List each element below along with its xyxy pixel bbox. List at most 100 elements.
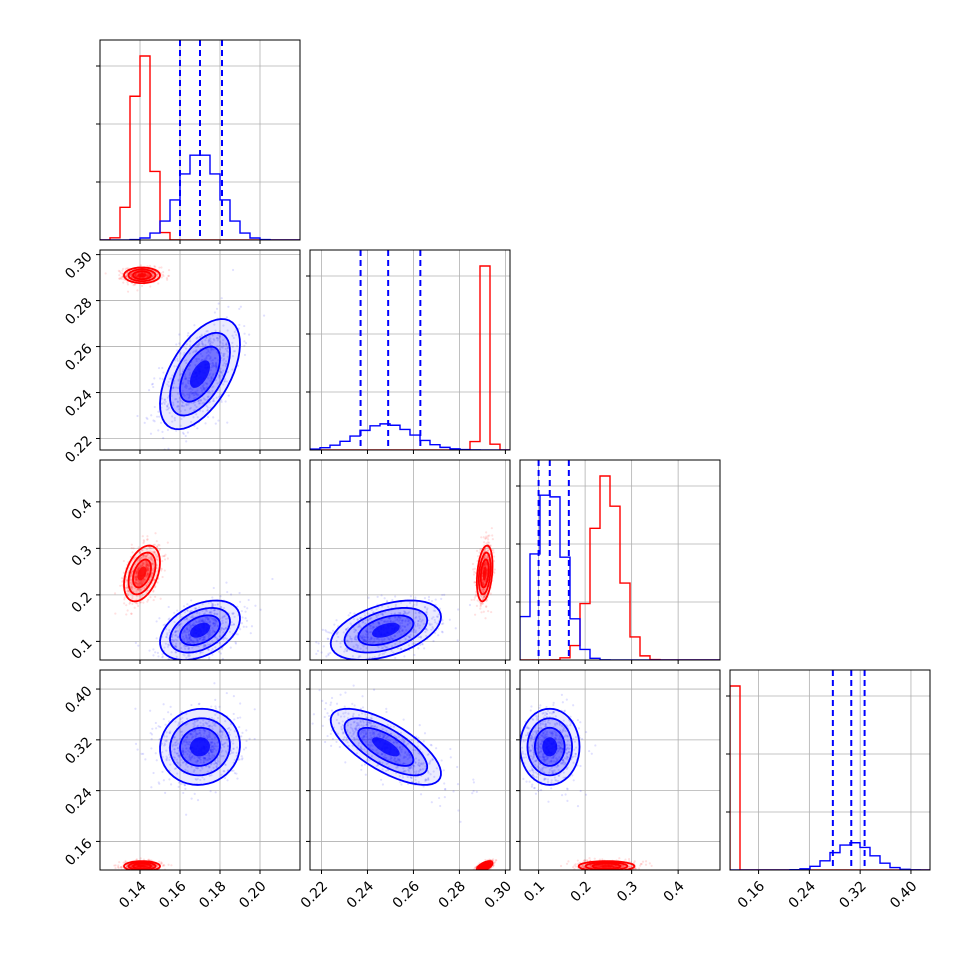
- sample-point: [134, 273, 137, 276]
- sample-point: [391, 637, 394, 640]
- sample-point: [394, 642, 397, 646]
- sample-point: [199, 651, 202, 654]
- sample-point: [404, 637, 407, 640]
- sample-point: [166, 633, 169, 636]
- sample-point: [485, 542, 488, 545]
- contour-line-2: [179, 345, 221, 403]
- sample-point: [207, 339, 210, 343]
- sample-point: [145, 584, 148, 587]
- sample-point: [137, 559, 140, 562]
- sample-point: [211, 334, 214, 337]
- sample-point: [359, 626, 362, 629]
- sample-point: [259, 608, 262, 611]
- sample-point: [135, 601, 138, 605]
- sample-point: [215, 363, 218, 366]
- sample-point: [204, 609, 207, 612]
- sample-point: [366, 636, 370, 639]
- sample-point: [206, 736, 209, 739]
- sample-point: [181, 389, 184, 392]
- sample-point: [373, 655, 376, 659]
- sample-point: [130, 275, 133, 278]
- sample-point: [241, 757, 244, 760]
- sample-point: [161, 770, 164, 773]
- sample-point: [152, 654, 155, 657]
- sample-point: [158, 664, 160, 666]
- sample-point: [146, 273, 150, 277]
- sample-point: [400, 633, 403, 636]
- sample-point: [186, 368, 190, 371]
- sample-point: [365, 629, 368, 632]
- sample-point: [262, 314, 266, 317]
- sample-point: [339, 661, 341, 663]
- sample-point: [130, 273, 133, 277]
- sample-point: [370, 616, 373, 620]
- sample-point: [158, 860, 161, 863]
- sample-point: [166, 405, 169, 409]
- sample-point: [441, 593, 444, 597]
- sample-point: [365, 630, 369, 633]
- sample-point: [188, 654, 192, 657]
- sample-point: [141, 594, 144, 597]
- sample-point: [177, 781, 181, 784]
- sample-point: [200, 358, 204, 362]
- contour-line-2: [132, 558, 152, 589]
- sample-point: [416, 624, 419, 627]
- sample-point: [168, 377, 171, 380]
- sample-point: [393, 635, 396, 638]
- sample-point: [153, 543, 156, 546]
- sample-point: [369, 627, 372, 630]
- sample-point: [353, 628, 356, 631]
- sample-point: [414, 596, 417, 599]
- sample-point: [199, 399, 202, 402]
- sample-point: [396, 631, 399, 634]
- sample-point: [202, 646, 205, 649]
- sample-point: [205, 357, 208, 360]
- sample-point: [204, 381, 207, 385]
- sample-point: [384, 611, 387, 614]
- sample-point: [146, 567, 149, 570]
- sample-point: [188, 636, 191, 639]
- sample-point: [231, 368, 234, 371]
- sample-point: [209, 351, 212, 354]
- sample-point: [484, 547, 487, 550]
- sample-point: [419, 612, 422, 615]
- sample-point: [122, 861, 125, 864]
- sample-point: [156, 651, 160, 654]
- sample-point: [183, 645, 186, 648]
- sample-point: [401, 621, 404, 625]
- sample-point: [199, 721, 202, 724]
- sample-point: [214, 365, 217, 368]
- sample-point: [339, 642, 342, 645]
- sample-point: [175, 634, 178, 637]
- sample-point: [167, 618, 170, 621]
- sample-point: [144, 870, 146, 872]
- sample-point: [188, 407, 192, 410]
- sample-point: [151, 551, 154, 554]
- sample-point: [155, 564, 159, 567]
- sample-point: [162, 871, 164, 873]
- sample-point: [375, 637, 378, 641]
- sample-point: [488, 534, 491, 537]
- sample-point: [216, 603, 219, 606]
- sample-point: [225, 380, 228, 383]
- sample-point: [346, 675, 348, 677]
- sample-point: [378, 653, 382, 656]
- sample-point: [188, 757, 192, 761]
- sample-point: [121, 580, 124, 583]
- sample-point: [203, 638, 206, 642]
- sample-point: [197, 732, 200, 735]
- sample-point: [142, 578, 146, 581]
- sample-point: [240, 622, 244, 625]
- sample-point: [186, 431, 189, 434]
- sample-point: [363, 638, 366, 641]
- sample-point: [377, 621, 381, 624]
- sample-point: [191, 646, 194, 649]
- sample-point: [218, 630, 222, 633]
- sample-point: [134, 273, 137, 276]
- sample-point: [223, 628, 226, 631]
- sample-point: [146, 563, 149, 567]
- sample-point: [150, 575, 153, 578]
- sample-point: [147, 568, 150, 571]
- sample-point: [224, 627, 228, 630]
- sample-point: [160, 569, 163, 572]
